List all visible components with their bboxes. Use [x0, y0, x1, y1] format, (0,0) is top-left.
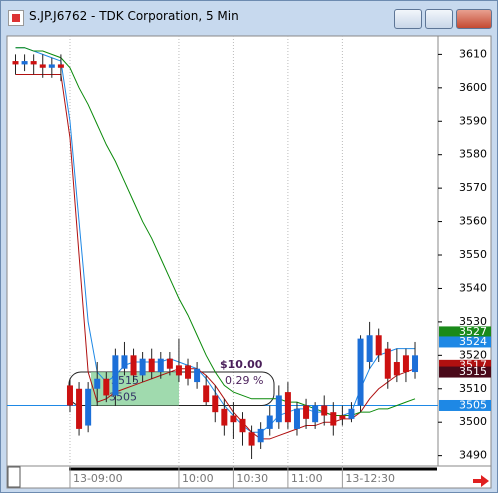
candle-body — [112, 355, 119, 396]
candle-body — [203, 385, 210, 403]
price-tag — [439, 399, 491, 411]
price-tag — [439, 336, 491, 348]
price-tag-label: 3515 — [459, 365, 487, 378]
app-icon — [8, 10, 24, 26]
candle-body — [103, 378, 110, 396]
candle-body — [66, 385, 73, 406]
candle-body — [139, 358, 146, 376]
candle-body — [357, 338, 364, 406]
candle-body — [375, 335, 382, 356]
candle-body — [212, 395, 219, 413]
scroll-handle[interactable] — [7, 466, 21, 488]
candle-body — [39, 64, 46, 68]
y-tick-label: 3560 — [459, 215, 487, 228]
candle-body — [157, 358, 164, 373]
candle-body — [275, 395, 282, 423]
price-tag-label: 3524 — [459, 335, 487, 348]
candle-body — [76, 388, 83, 429]
y-tick-label: 3580 — [459, 148, 487, 161]
candle-body — [57, 64, 64, 68]
candle-body — [330, 412, 337, 426]
candle-body — [393, 362, 400, 376]
candle-body — [312, 405, 319, 423]
y-tick-label: 3610 — [459, 47, 487, 60]
y-tick-label: 3520 — [459, 348, 487, 361]
scroll-right-arrow[interactable] — [473, 475, 489, 487]
candle-body — [412, 355, 419, 373]
x-tick-label: 11:00 — [291, 472, 323, 485]
candle-body — [194, 368, 201, 383]
candle-body — [175, 365, 182, 376]
candle-body — [30, 61, 37, 65]
y-tick-label: 3510 — [459, 382, 487, 395]
candle-body — [221, 408, 228, 426]
candle-body — [239, 418, 246, 433]
y-tick-label: 3490 — [459, 449, 487, 462]
x-tick-label: 10:30 — [236, 472, 268, 485]
candle-body — [303, 405, 310, 419]
title-bar: S.JP.J6762 - TDK Corporation, 5 Min — [1, 1, 497, 33]
x-tick-label: 13-12:30 — [345, 472, 395, 485]
y-tick-label: 3600 — [459, 81, 487, 94]
candle-body — [166, 358, 173, 369]
candle-body — [121, 355, 128, 369]
candle-body — [321, 405, 328, 416]
ma-line — [15, 47, 416, 417]
candle-body — [284, 392, 291, 423]
price-tag — [439, 359, 491, 371]
candle-body — [402, 355, 409, 373]
y-tick-label: 3590 — [459, 114, 487, 127]
price-tag — [439, 326, 491, 338]
y-tick-label: 3540 — [459, 281, 487, 294]
maximize-button[interactable] — [425, 9, 453, 29]
x-tick-label: 13-09:00 — [73, 472, 123, 485]
candle-body — [148, 358, 155, 373]
candle-body — [248, 432, 255, 446]
measure-change: $10.00 — [220, 358, 263, 371]
measure-percent: 0.29 % — [225, 374, 263, 387]
candle-body — [230, 415, 237, 423]
price-tag-label: 3505 — [459, 398, 487, 411]
candle-body — [85, 388, 92, 426]
candle-body — [366, 335, 373, 363]
candle-body — [48, 64, 55, 68]
candle-body — [257, 428, 264, 443]
x-tick-label: 10:00 — [182, 472, 214, 485]
price-tag — [439, 366, 491, 378]
close-button[interactable] — [456, 9, 492, 29]
window-title: S.JP.J6762 - TDK Corporation, 5 Min — [29, 9, 239, 23]
y-tick-label: 3570 — [459, 181, 487, 194]
candle-body — [130, 355, 137, 376]
price-axis — [437, 35, 492, 467]
candle-body — [348, 408, 355, 419]
candle-body — [185, 365, 192, 379]
candle-body — [339, 415, 346, 419]
y-tick-label: 3530 — [459, 315, 487, 328]
candle-body — [266, 415, 273, 429]
candle-body — [293, 408, 300, 429]
price-tag-label: 3527 — [459, 325, 487, 338]
time-axis — [6, 465, 492, 489]
candle-body — [12, 61, 19, 65]
candle-body — [384, 348, 391, 379]
y-tick-label: 3550 — [459, 248, 487, 261]
minimize-button[interactable] — [394, 9, 422, 29]
candle-body — [94, 378, 101, 389]
candle-body — [21, 61, 28, 65]
chart: 3490 3500 3510 3520 3530 3540 3550 3560 3570 3580… — [6, 35, 492, 489]
y-tick-label: 3500 — [459, 415, 487, 428]
